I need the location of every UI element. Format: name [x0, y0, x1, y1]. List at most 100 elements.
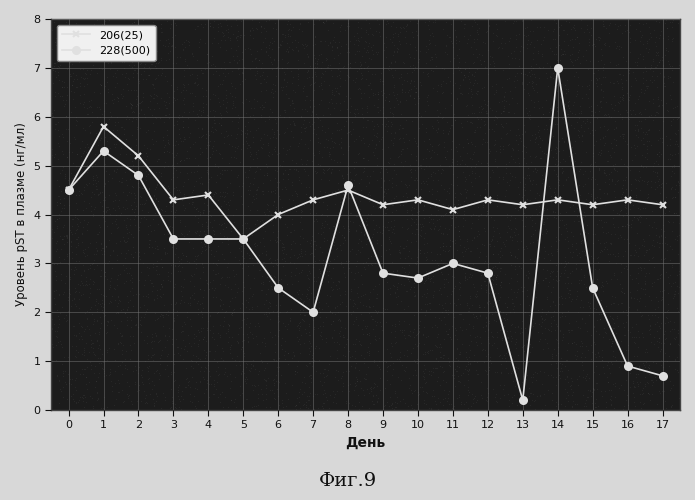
Point	[370, 306, 381, 314]
Point	[195, 20, 206, 28]
Point	[327, 42, 338, 50]
Point	[482, 138, 493, 146]
Point	[316, 79, 327, 87]
Point	[221, 108, 232, 116]
Point	[480, 314, 491, 322]
Point	[438, 65, 449, 73]
Point	[441, 147, 452, 155]
Point	[439, 394, 450, 402]
Point	[498, 107, 509, 115]
Point	[633, 298, 644, 306]
Point	[262, 204, 273, 212]
Point	[125, 100, 136, 108]
Point	[259, 300, 270, 308]
Point	[669, 290, 680, 298]
Point	[345, 193, 357, 201]
Point	[555, 358, 566, 366]
Point	[434, 215, 445, 223]
Point	[460, 194, 471, 202]
Point	[246, 305, 257, 313]
Point	[275, 41, 286, 49]
Point	[281, 146, 293, 154]
Point	[237, 221, 248, 229]
Point	[648, 242, 659, 250]
Point	[88, 26, 99, 34]
Point	[302, 284, 313, 292]
Point	[236, 337, 247, 345]
Point	[453, 390, 464, 398]
Point	[641, 82, 652, 90]
Point	[295, 386, 306, 394]
Point	[383, 226, 394, 234]
Point	[437, 270, 448, 278]
Point	[489, 127, 500, 135]
Point	[455, 283, 466, 291]
Point	[575, 240, 587, 248]
Point	[464, 332, 475, 340]
Point	[452, 372, 464, 380]
Point	[398, 76, 409, 84]
Point	[575, 253, 586, 261]
Point	[430, 222, 441, 230]
Point	[482, 278, 493, 285]
Point	[201, 230, 212, 238]
Point	[322, 371, 333, 379]
Point	[512, 276, 523, 284]
Point	[400, 116, 411, 124]
Point	[288, 24, 299, 32]
Point	[632, 327, 643, 335]
Point	[506, 234, 517, 241]
Point	[524, 177, 535, 185]
Point	[637, 74, 648, 82]
Point	[186, 357, 197, 365]
Point	[215, 331, 226, 339]
Point	[261, 358, 272, 366]
Point	[177, 388, 188, 396]
Point	[216, 207, 227, 215]
Point	[229, 272, 240, 280]
Point	[311, 110, 322, 118]
Point	[498, 106, 509, 114]
Point	[668, 334, 679, 342]
Point	[441, 308, 452, 316]
Point	[237, 404, 248, 412]
Point	[48, 320, 59, 328]
Point	[655, 347, 666, 355]
Point	[442, 202, 453, 210]
Point	[523, 114, 534, 122]
Point	[204, 393, 215, 401]
Point	[212, 308, 223, 316]
Point	[343, 400, 354, 407]
Point	[393, 374, 404, 382]
Point	[130, 95, 141, 103]
Point	[476, 391, 487, 399]
Point	[371, 382, 382, 390]
Point	[399, 268, 410, 276]
Point	[95, 90, 106, 98]
Point	[202, 202, 213, 209]
Point	[653, 110, 664, 118]
Point	[396, 124, 407, 132]
Point	[254, 104, 265, 112]
Point	[302, 52, 313, 60]
Point	[401, 189, 412, 197]
Point	[575, 237, 587, 245]
Point	[458, 201, 469, 209]
Point	[59, 186, 70, 194]
Point	[643, 256, 654, 264]
Point	[244, 28, 255, 36]
Point	[546, 146, 557, 154]
Point	[302, 68, 313, 76]
Point	[269, 130, 280, 138]
Point	[564, 104, 575, 112]
Point	[165, 370, 176, 378]
Point	[396, 158, 407, 166]
Point	[289, 201, 300, 209]
Point	[99, 272, 111, 280]
Point	[372, 200, 383, 207]
Point	[451, 50, 462, 58]
Point	[391, 48, 402, 56]
Point	[522, 286, 533, 294]
Point	[460, 72, 471, 80]
Point	[383, 272, 394, 280]
